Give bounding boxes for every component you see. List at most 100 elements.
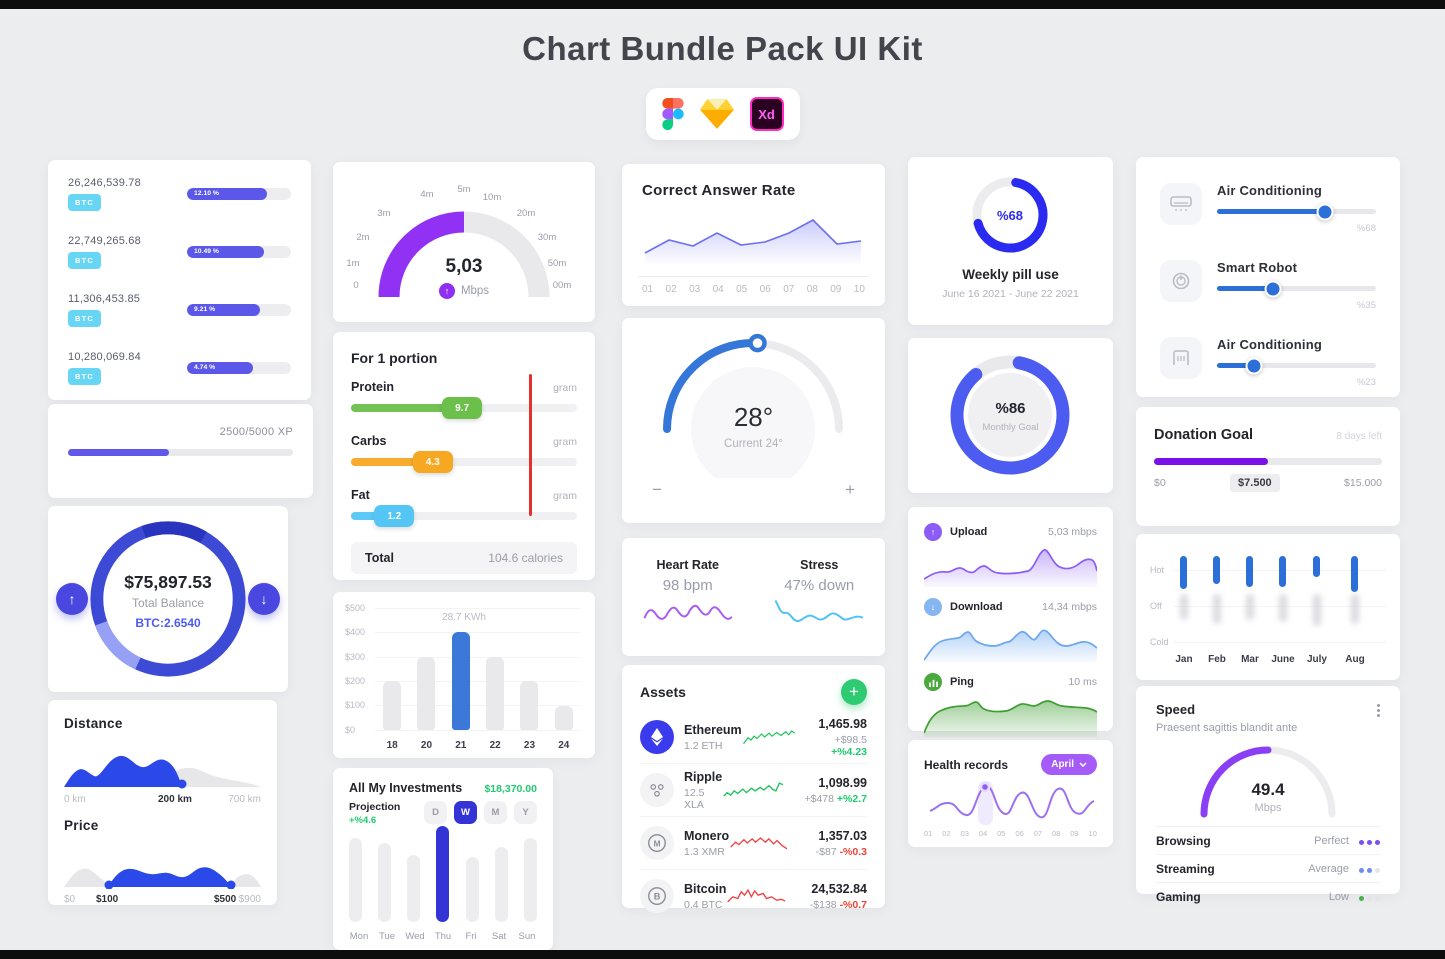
- kwh-bar[interactable]: [520, 681, 539, 730]
- y-tick: Off: [1150, 601, 1162, 611]
- kebab-menu-icon[interactable]: [1377, 702, 1380, 719]
- btc-amount: 11,306,453.85: [68, 292, 141, 305]
- investment-bar[interactable]: [494, 847, 508, 922]
- portion-slider-fill: [351, 458, 453, 466]
- total-label: Total: [365, 551, 394, 565]
- donation-progress-fill: [1154, 458, 1268, 465]
- upload-label: Upload: [950, 526, 988, 538]
- balance-down-button[interactable]: ↓: [248, 583, 280, 615]
- ripple-icon: [640, 773, 674, 807]
- asset-price-group: 24,532.84 -$138 -%0.7: [787, 882, 867, 911]
- asset-price-group: 1,098.99 +$478 +%2.7: [785, 776, 868, 805]
- month-bar[interactable]: [1313, 556, 1320, 577]
- xp-progress[interactable]: [68, 449, 293, 456]
- asset-row[interactable]: M Monero 1.3 XMR 1,357.03 -$87 -%0.3: [640, 816, 867, 869]
- btc-chip: BTC: [68, 193, 102, 211]
- investment-bar[interactable]: [349, 837, 362, 922]
- btc-amount: 26,246,539.78: [68, 176, 141, 189]
- btc-progress: 12.10 %: [187, 187, 291, 200]
- range-button-month[interactable]: M: [484, 801, 507, 824]
- ethereum-icon: [640, 720, 674, 754]
- range-button-day[interactable]: D: [424, 801, 447, 824]
- portion-value-chip[interactable]: 4.3: [412, 451, 453, 473]
- investment-bars: [349, 826, 537, 922]
- health-x-labels: 01 02 03 04 05 06 07 08 09 10: [924, 829, 1097, 838]
- x-tick: 08: [806, 284, 818, 295]
- thermostat-card: 28° Current 24° − +: [622, 318, 885, 523]
- portion-value-chip[interactable]: 1.2: [374, 505, 415, 527]
- increase-button[interactable]: +: [845, 480, 855, 499]
- kwh-bars: [375, 608, 581, 730]
- add-asset-button[interactable]: +: [841, 679, 867, 705]
- adobe-xd-icon: Xd: [749, 97, 784, 131]
- distance-area-chart: [64, 755, 261, 789]
- y-tick: $200: [345, 676, 366, 686]
- investment-bar[interactable]: [465, 856, 479, 922]
- slider-track[interactable]: [1217, 357, 1376, 374]
- slider-track[interactable]: [1217, 280, 1376, 297]
- change-percent: -%0.3: [839, 845, 867, 858]
- asset-row[interactable]: Ripple 12.5 XLA 1,098.99 +$478 +%2.7: [640, 763, 867, 816]
- monthly-goal-card: %86 Monthly Goal: [908, 338, 1113, 493]
- month-bar[interactable]: [1246, 556, 1253, 587]
- x-tick: 05: [997, 829, 1006, 838]
- y-tick: $100: [345, 700, 366, 710]
- slider-percent: %68: [1356, 223, 1376, 234]
- y-tick: $400: [345, 627, 366, 637]
- goal-donut-chart: [950, 355, 1070, 475]
- asset-name-group: Ethereum 1.2 ETH: [684, 723, 742, 752]
- investments-card: All My Investments $18,370.00 Projection…: [333, 768, 553, 950]
- range-button-year[interactable]: Y: [514, 801, 537, 824]
- slider-label: Air Conditioning: [1217, 337, 1323, 352]
- kwh-bar[interactable]: [554, 705, 573, 730]
- slider-body: Smart Robot %35: [1217, 260, 1376, 311]
- decrease-button[interactable]: −: [652, 480, 662, 499]
- investment-bar[interactable]: [436, 826, 450, 922]
- slider-knob[interactable]: [1316, 203, 1334, 220]
- asset-row[interactable]: B Bitcoin 0.4 BTC 24,532.84 -$138 -%0.7: [640, 869, 867, 922]
- kwh-bar[interactable]: [486, 656, 505, 730]
- slider-row: Air Conditioning %68: [1160, 183, 1376, 234]
- portion-slider[interactable]: 1.2: [351, 505, 577, 527]
- investment-bar[interactable]: [407, 854, 421, 922]
- btc-progress: 4.74 %: [187, 361, 291, 374]
- gauge-tick: 20m: [516, 208, 536, 219]
- donation-ticks: $0 $7.500 $15.000: [1154, 474, 1382, 492]
- investment-bar[interactable]: [523, 837, 537, 922]
- slider-knob[interactable]: [1264, 280, 1282, 297]
- x-tick: 06: [759, 284, 771, 295]
- divider: [638, 276, 869, 277]
- month-bar[interactable]: [1351, 556, 1358, 592]
- heater-icon: [1160, 337, 1202, 379]
- slider-knob[interactable]: [1245, 357, 1263, 374]
- btc-progress-fill: 9.21 %: [187, 303, 260, 316]
- slider-track[interactable]: [1217, 203, 1376, 220]
- portion-slider[interactable]: 9.7: [351, 397, 577, 419]
- kwh-bar[interactable]: [417, 656, 436, 730]
- price-tick: $100: [96, 894, 119, 905]
- donation-header: Donation Goal 8 days left: [1154, 427, 1382, 443]
- month-value: April: [1051, 759, 1074, 770]
- month-bar[interactable]: [1279, 556, 1286, 587]
- balance-up-button[interactable]: ↑: [56, 583, 88, 615]
- download-label: Download: [950, 601, 1003, 613]
- range-button-week[interactable]: W: [454, 801, 477, 824]
- portion-unit: gram: [553, 490, 577, 502]
- kwh-bar[interactable]: [383, 681, 402, 730]
- month-dropdown[interactable]: April: [1041, 754, 1097, 775]
- donation-days-left: 8 days left: [1336, 431, 1382, 442]
- asset-row[interactable]: Ethereum 1.2 ETH 1,465.98 +$98.5 +%4.23: [640, 711, 867, 763]
- month-bar[interactable]: [1213, 556, 1220, 584]
- portion-value-chip[interactable]: 9.7: [442, 397, 483, 419]
- kwh-bar[interactable]: [451, 632, 470, 730]
- asset-name: Ripple: [684, 769, 723, 784]
- month-bar[interactable]: [1180, 556, 1187, 589]
- dial-knob[interactable]: [748, 333, 767, 353]
- target-temperature: 28°: [733, 402, 774, 432]
- portion-slider[interactable]: 4.3: [351, 451, 577, 473]
- gauge-tick: 4m: [420, 189, 434, 200]
- answer-rate-title: Correct Answer Rate: [642, 182, 796, 199]
- investment-bar[interactable]: [378, 843, 392, 922]
- slider-row: Smart Robot %35: [1160, 260, 1376, 311]
